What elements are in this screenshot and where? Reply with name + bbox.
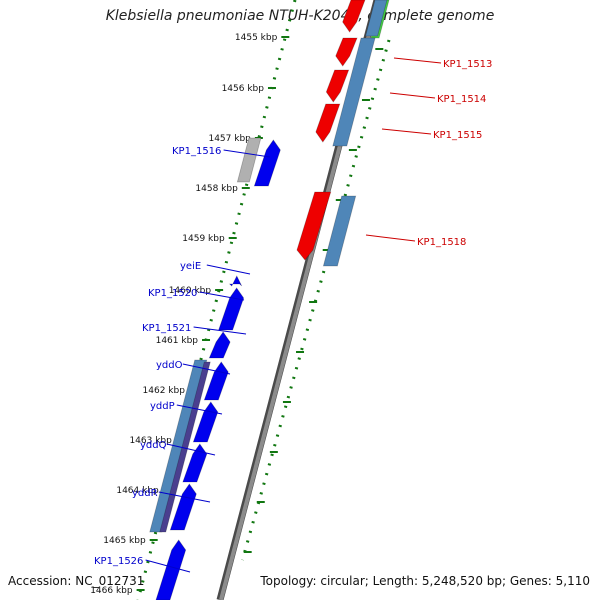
gene-block-red-reverse — [315, 103, 341, 143]
gene-block-blue-forward — [218, 287, 245, 331]
gene-block-blue-forward — [182, 443, 208, 483]
right-tick-rail — [241, 39, 391, 561]
gene-leader-line — [393, 57, 442, 64]
gene-label-left: yddP — [150, 401, 175, 412]
ruler-label: 1464 kbp — [116, 486, 159, 496]
gene-leader-line — [166, 443, 216, 456]
genome-summary: Topology: circular; Length: 5,248,520 bp… — [260, 574, 590, 588]
feature-strip-right — [322, 195, 357, 267]
gene-leader-line — [193, 326, 247, 335]
ruler-label: 1455 kbp — [235, 33, 278, 43]
gene-leader-line — [145, 559, 191, 573]
gene-block-blue-forward — [169, 483, 197, 531]
ruler-label: 1463 kbp — [129, 436, 172, 446]
gene-label-right: KP1_1518 — [417, 237, 466, 248]
feature-strip-right — [365, 0, 388, 37]
gene-label-left: yddQ — [140, 440, 167, 451]
gene-leader-line — [176, 404, 223, 415]
gene-block-blue-forward — [208, 331, 231, 359]
gene-block-blue-forward — [253, 139, 281, 187]
gene-label-left: KP1_1526 — [94, 556, 143, 567]
feature-strip-right — [332, 37, 376, 147]
gene-leader-line — [199, 291, 245, 301]
gene-leader-line — [158, 491, 211, 503]
gene-block-blue-forward — [228, 275, 243, 287]
gene-label-left: KP1_1521 — [142, 323, 191, 334]
gene-block-red-reverse — [325, 69, 350, 103]
gene-label-left: KP1_1520 — [148, 288, 197, 299]
ruler-label: 1459 kbp — [182, 234, 225, 244]
gene-label-right: KP1_1513 — [443, 59, 492, 70]
feature-strip-dark — [159, 361, 211, 533]
map-title: Klebsiella pneumoniae NTUH-K2044, comple… — [105, 8, 495, 24]
gene-block-red-reverse — [335, 37, 358, 67]
gene-block-gray — [236, 137, 262, 183]
gene-leader-line — [182, 363, 231, 375]
ruler-label: 1461 kbp — [156, 336, 199, 346]
gene-leader-line — [389, 92, 436, 99]
gene-label-right: KP1_1515 — [433, 130, 482, 141]
ruler-label: 1458 kbp — [195, 184, 238, 194]
gene-label-left: KP1_1516 — [172, 146, 221, 157]
gene-label-right: KP1_1514 — [437, 94, 486, 105]
ruler-label: 1460 kbp — [169, 286, 212, 296]
gene-leader-line — [381, 128, 432, 135]
gene-block-red-reverse — [342, 0, 366, 33]
ruler-label: 1457 kbp — [208, 134, 251, 144]
gene-leader-line — [223, 149, 271, 158]
gene-leader-line — [206, 264, 251, 275]
gene-block-blue-forward — [203, 361, 229, 401]
ruler-label: 1465 kbp — [103, 536, 146, 546]
ruler-label: 1466 kbp — [90, 586, 133, 596]
gene-block-red-reverse — [296, 191, 332, 261]
ruler-label: 1462 kbp — [143, 386, 186, 396]
gene-label-left: yddO — [156, 360, 183, 371]
gene-label-left: yeiE — [180, 261, 201, 272]
gene-leader-line — [365, 234, 416, 242]
gene-block-blue-forward — [155, 539, 187, 600]
accession-label: Accession: NC_012731 — [8, 574, 145, 588]
ruler-label: 1456 kbp — [222, 84, 265, 94]
left-tick-rail — [136, 0, 297, 600]
gene-label-left: yddR — [132, 488, 158, 499]
